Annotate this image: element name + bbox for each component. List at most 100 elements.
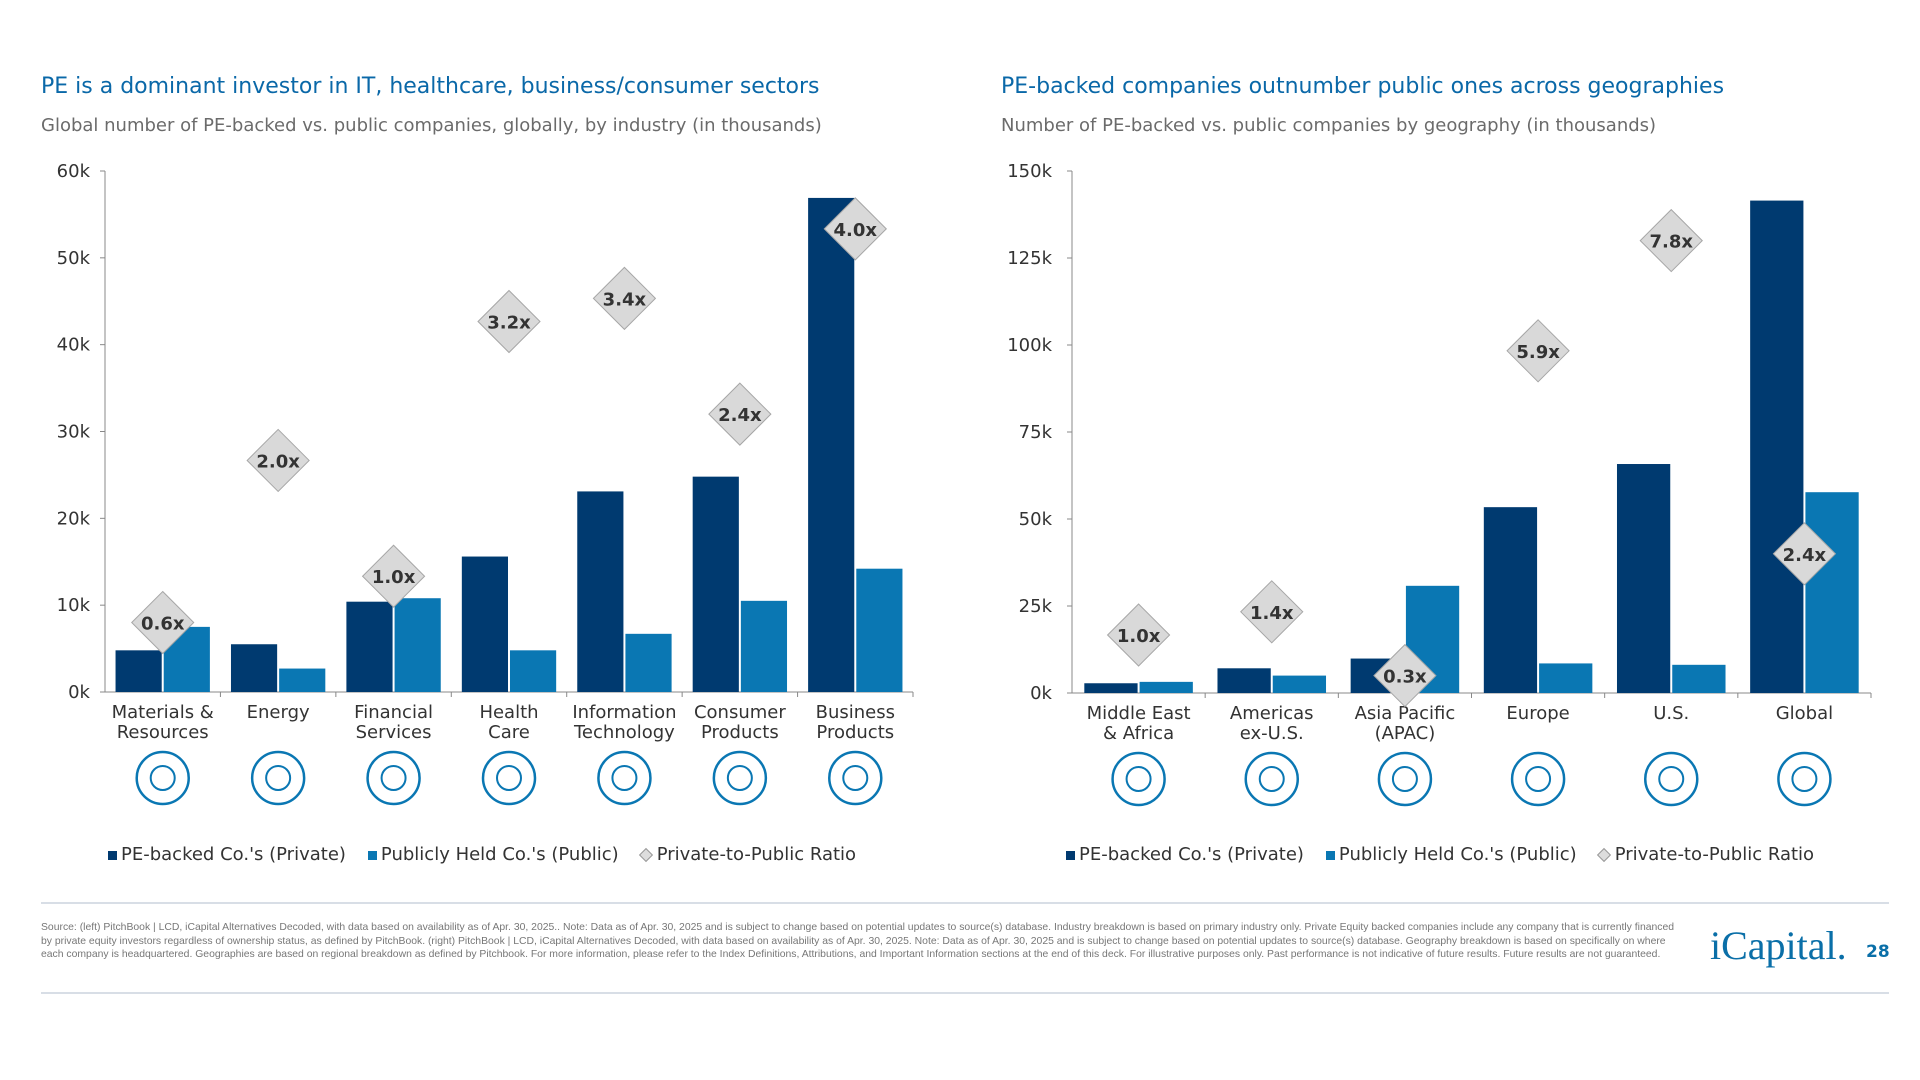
europe-map-icon-glyph [1525, 766, 1552, 792]
ratio-marker [1639, 208, 1703, 273]
oil-pump-icon-glyph [265, 765, 292, 791]
ratio-label: 1.0x [372, 567, 416, 588]
sofa-icon [597, 750, 652, 806]
bar-private [115, 650, 162, 692]
ratio-marker [823, 197, 887, 261]
divider-bottom [41, 992, 1889, 994]
x-category-label: Materials & Resources [112, 702, 214, 743]
dollar-icon [366, 750, 421, 806]
ratio-marker [1772, 522, 1837, 586]
ratio-marker [1240, 580, 1304, 644]
x-category-line: (APAC) [1375, 723, 1436, 744]
x-category-line: ex-U.S. [1240, 723, 1304, 744]
x-category-line: Information [572, 702, 676, 723]
y-tick-label: 50k [1019, 509, 1053, 530]
x-category-label: U.S. [1653, 703, 1689, 724]
mining-cart-icon-glyph [149, 765, 176, 791]
ratio-marker [246, 428, 310, 493]
bar-private [808, 197, 855, 692]
right-legend: PE-backed Co.'s (Private) Publicly Held … [1066, 844, 1814, 865]
x-category-line: Materials & [112, 702, 214, 723]
y-tick-label: 30k [57, 422, 91, 443]
x-category-label: Asia Pacific (APAC) [1355, 703, 1456, 744]
x-category-label: Financial Services [354, 702, 433, 743]
legend-ratio: Private-to-Public Ratio [638, 844, 856, 865]
bar-private [346, 601, 393, 692]
icapital-logo: iCapital. [1710, 923, 1847, 968]
ratio-marker [361, 544, 426, 608]
bar-public [1539, 663, 1593, 693]
ratio-label: 2.4x [718, 405, 762, 426]
sofa-icon-glyph [611, 765, 638, 791]
left-chart-title: PE is a dominant investor in IT, healthc… [41, 74, 820, 99]
x-category-line: Asia Pacific [1355, 703, 1456, 724]
us-map-icon-glyph [1658, 766, 1685, 792]
x-category-line: Middle East [1087, 703, 1191, 724]
legend-public: Publicly Held Co.'s (Public) [367, 844, 619, 865]
y-tick-label: 60k [57, 161, 91, 182]
bar-private [1084, 683, 1138, 693]
bar-public [1805, 492, 1859, 693]
bar-private [1616, 464, 1671, 693]
laptop-icon-glyph [842, 765, 869, 791]
y-tick-label: 125k [1007, 248, 1052, 269]
ratio-marker [1373, 643, 1437, 708]
y-tick-label: 20k [57, 508, 91, 529]
ratio-label: 7.8x [1650, 232, 1694, 253]
ratio-label: 1.0x [1117, 626, 1161, 647]
ratio-label: 2.0x [256, 451, 300, 472]
y-tick-label: 150k [1007, 161, 1052, 182]
building-icon [712, 750, 768, 806]
oil-pump-icon [250, 750, 306, 806]
bar-private [692, 476, 739, 692]
x-category-line: U.S. [1653, 703, 1689, 724]
x-category-label: Energy [247, 702, 310, 723]
ratio-label: 2.4x [1783, 545, 1827, 566]
y-tick-label: 100k [1007, 335, 1052, 356]
legend-public: Publicly Held Co.'s (Public) [1325, 844, 1577, 865]
x-category-label: Europe [1506, 703, 1569, 724]
world-globe-icon-glyph [1791, 766, 1818, 792]
bar-public [1272, 675, 1327, 693]
x-category-line: Products [701, 722, 779, 743]
page-number: 28 [1866, 942, 1890, 962]
y-tick-label: 25k [1019, 596, 1053, 617]
x-category-line: Europe [1506, 703, 1569, 724]
ratio-marker [592, 266, 657, 331]
x-category-line: Energy [247, 702, 310, 723]
building-icon-glyph [726, 765, 753, 791]
y-tick-label: 50k [57, 248, 91, 269]
x-category-line: Health [479, 702, 538, 723]
x-category-line: Consumer [694, 702, 786, 723]
europe-map-icon [1510, 751, 1566, 807]
ratio-label: 5.9x [1516, 342, 1560, 363]
bar-public [856, 568, 903, 692]
left-legend: PE-backed Co.'s (Private) Publicly Held … [108, 844, 856, 865]
legend-private: PE-backed Co.'s (Private) [108, 844, 346, 865]
world-globe-icon [1777, 751, 1832, 807]
bar-private [1217, 668, 1271, 693]
ratio-label: 3.2x [487, 313, 531, 334]
africa-globe-icon [1111, 751, 1166, 807]
y-tick-label: 0k [1030, 683, 1052, 704]
ratio-marker [131, 590, 195, 655]
bar-private [1483, 507, 1538, 693]
americas-globe-icon [1244, 751, 1299, 807]
americas-globe-icon-glyph [1258, 766, 1285, 792]
x-category-label: Business Products [816, 702, 895, 743]
ratio-marker [1106, 603, 1171, 667]
x-category-label: Middle East & Africa [1087, 703, 1191, 744]
ratio-marker [708, 382, 772, 446]
right-chart-title: PE-backed companies outnumber public one… [1001, 74, 1725, 99]
bar-private [230, 644, 278, 692]
x-category-line: Global [1776, 703, 1833, 724]
divider-top [41, 902, 1889, 904]
x-category-line: Services [356, 722, 432, 743]
legend-ratio: Private-to-Public Ratio [1596, 844, 1814, 865]
x-category-label: Global [1776, 703, 1833, 724]
footer-source-note: Source: (left) PitchBook | LCD, iCapital… [41, 922, 1675, 961]
bar-private [461, 556, 508, 692]
ratio-marker [477, 289, 541, 354]
y-tick-label: 0k [68, 682, 90, 703]
stethoscope-icon [481, 750, 537, 806]
